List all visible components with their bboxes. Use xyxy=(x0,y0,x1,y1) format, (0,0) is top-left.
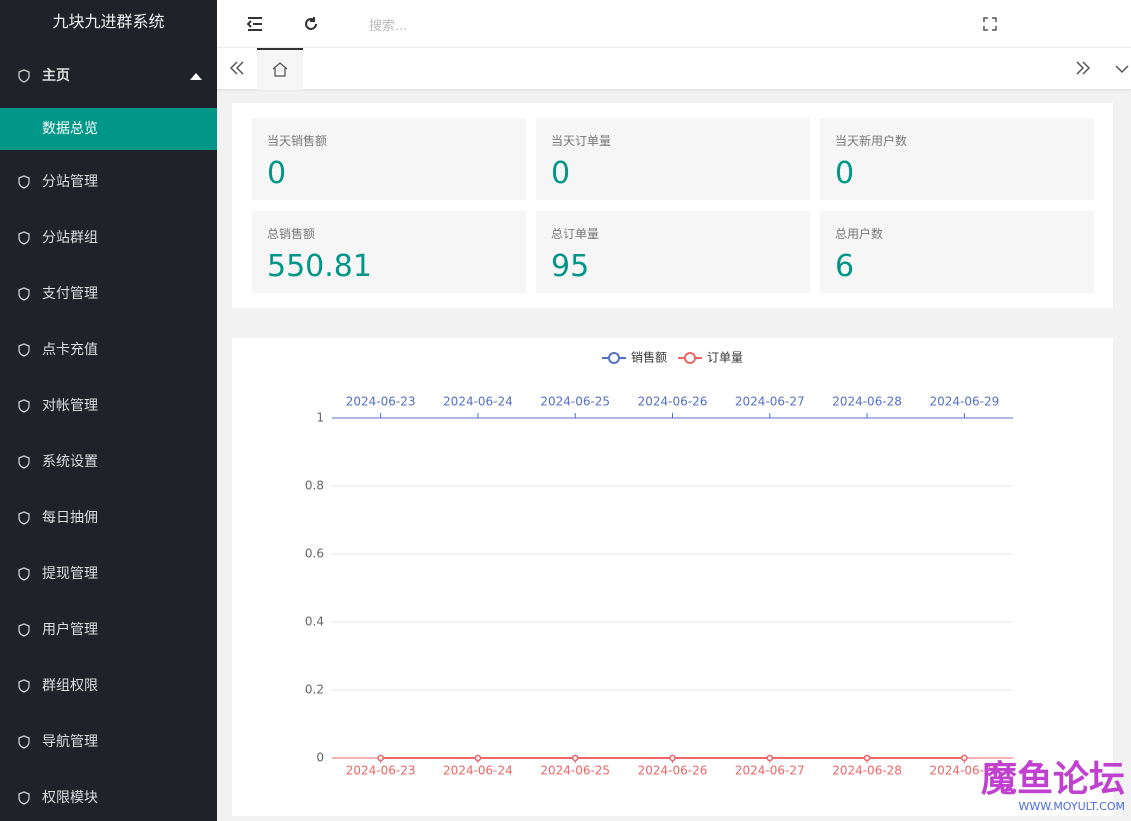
header: 搜索... xyxy=(217,0,1131,47)
x-tick-label: 2024-06-26 xyxy=(638,764,708,778)
menu-item[interactable]: 数据总览 xyxy=(0,108,217,150)
menu-toggle[interactable] xyxy=(247,16,263,32)
menu-item[interactable]: 每日抽佣 xyxy=(0,497,217,539)
menu-item[interactable]: 用户管理 xyxy=(0,609,217,651)
data-point xyxy=(961,754,968,762)
menu-label: 提现管理 xyxy=(42,566,98,582)
data-point xyxy=(474,754,482,762)
menu-label: 权限模块 xyxy=(42,790,98,806)
search[interactable]: 搜索... xyxy=(369,19,408,34)
y-tick-label: 0.2 xyxy=(305,683,324,697)
brand: 九块九进群系统 xyxy=(52,12,165,31)
data-point xyxy=(571,754,579,762)
menu-item[interactable]: 群组权限 xyxy=(0,665,217,707)
stat-label: 总用户数 xyxy=(835,227,884,241)
data-point xyxy=(377,754,384,762)
refresh[interactable] xyxy=(303,16,319,32)
x-tick-label: 2024-06-29 xyxy=(929,764,999,778)
menu-item[interactable]: 分站管理 xyxy=(0,161,217,203)
x-tick-label: 2024-06-27 xyxy=(735,764,805,778)
menu-label: 用户管理 xyxy=(42,622,98,638)
x-tick-label: 2024-06-28 xyxy=(832,764,902,778)
menu-label: 导航管理 xyxy=(42,734,98,750)
stat-label: 总销售额 xyxy=(267,227,316,241)
home-tab[interactable] xyxy=(257,48,303,90)
x-tick-label: 2024-06-25 xyxy=(540,764,610,778)
stat-value: 550.81 xyxy=(267,249,372,284)
x-tick-label: 2024-06-28 xyxy=(832,395,902,409)
stat-label: 当天销售额 xyxy=(267,134,328,148)
data-point xyxy=(669,754,676,762)
stat-value: 6 xyxy=(835,249,855,284)
chart-panel: 0 0.2 0.4 0.6 0.8 1 2024-06-23 2024-06-24 2024-0… xyxy=(232,338,1113,816)
tab-bar xyxy=(217,47,1131,90)
legend-label: 销售额 xyxy=(631,350,667,365)
menu-item[interactable]: 点卡充值 xyxy=(0,329,217,371)
menu-label: 系统设置 xyxy=(42,454,98,470)
watermark: 魔鱼论坛 WWW.MOYULT.COM xyxy=(980,759,1125,814)
stat-label: 当天新用户数 xyxy=(835,134,908,148)
legend-marker xyxy=(684,352,696,364)
tab-prev[interactable] xyxy=(229,61,245,75)
x-tick-label: 2024-06-26 xyxy=(638,395,708,409)
y-tick-label: 1 xyxy=(316,411,324,425)
stat-card: 总销售额 550.81 xyxy=(252,211,526,293)
menu-item[interactable]: 分站群组 xyxy=(0,217,217,259)
x-tick-label: 2024-06-29 xyxy=(929,395,999,409)
stat-card: 总订单量 95 xyxy=(536,211,810,293)
watermark-url: WWW.MOYULT.COM xyxy=(1018,800,1125,813)
menu-label: 分站管理 xyxy=(42,174,98,190)
menu-item[interactable]: 主页 xyxy=(0,55,217,97)
stat-card: 当天订单量 0 xyxy=(536,118,810,200)
menu-item[interactable]: 系统设置 xyxy=(0,441,217,483)
menu-label: 点卡充值 xyxy=(42,342,98,358)
menu-label: 数据总览 xyxy=(42,121,98,137)
y-tick-label: 0.4 xyxy=(305,615,324,629)
menu-label: 每日抽佣 xyxy=(42,510,98,526)
stat-label: 当天订单量 xyxy=(551,134,612,148)
menu-label: 主页 xyxy=(42,68,70,84)
stat-card: 当天新用户数 0 xyxy=(820,118,1094,200)
menu-item[interactable]: 导航管理 xyxy=(0,721,217,763)
sidebar: 九块九进群系统 主页数据总览分站管理分站群组支付管理点卡充值对帐管理系统设置每日… xyxy=(0,0,217,821)
data-point xyxy=(766,754,774,762)
data-point xyxy=(863,754,871,762)
y-tick-label: 0 xyxy=(316,751,324,765)
stat-card: 当天销售额 0 xyxy=(252,118,526,200)
stats-panel: 当天销售额 0 当天订单量 0 当天新用户数 0 总销售额 550.81 总订单量 95 总用户数 6 xyxy=(232,103,1113,308)
legend-label: 订单量 xyxy=(707,351,743,365)
chart: 0 0.2 0.4 0.6 0.8 1 2024-06-23 2024-06-24 2024-0… xyxy=(305,350,1013,778)
stat-value: 0 xyxy=(835,156,855,191)
stat-label: 总订单量 xyxy=(551,227,600,241)
legend-marker xyxy=(608,352,620,364)
menu-item[interactable]: 支付管理 xyxy=(0,273,217,315)
menu-label: 分站群组 xyxy=(42,230,98,246)
x-tick-label: 2024-06-24 xyxy=(443,395,513,409)
stat-value: 0 xyxy=(551,156,571,191)
stat-value: 95 xyxy=(551,249,590,284)
x-tick-label: 2024-06-27 xyxy=(735,395,805,409)
x-tick-label: 2024-06-23 xyxy=(346,764,416,778)
watermark-title: 魔鱼论坛 xyxy=(980,759,1125,800)
menu-item[interactable]: 对帐管理 xyxy=(0,385,217,427)
menu-item[interactable]: 提现管理 xyxy=(0,553,217,595)
stat-card: 总用户数 6 xyxy=(820,211,1094,293)
stat-value: 0 xyxy=(267,156,287,191)
menu-label: 支付管理 xyxy=(42,286,98,302)
fullscreen[interactable] xyxy=(983,17,997,31)
x-tick-label: 2024-06-24 xyxy=(443,764,513,778)
y-tick-label: 0.8 xyxy=(305,479,324,493)
tab-next[interactable] xyxy=(1075,61,1091,75)
y-tick-label: 0.6 xyxy=(305,547,324,561)
x-tick-label: 2024-06-23 xyxy=(346,395,416,409)
menu-label: 对帐管理 xyxy=(42,398,98,414)
x-tick-label: 2024-06-25 xyxy=(540,395,610,409)
tab-menu[interactable] xyxy=(1115,64,1129,74)
menu-item[interactable]: 权限模块 xyxy=(0,777,217,819)
menu-label: 群组权限 xyxy=(42,678,98,694)
